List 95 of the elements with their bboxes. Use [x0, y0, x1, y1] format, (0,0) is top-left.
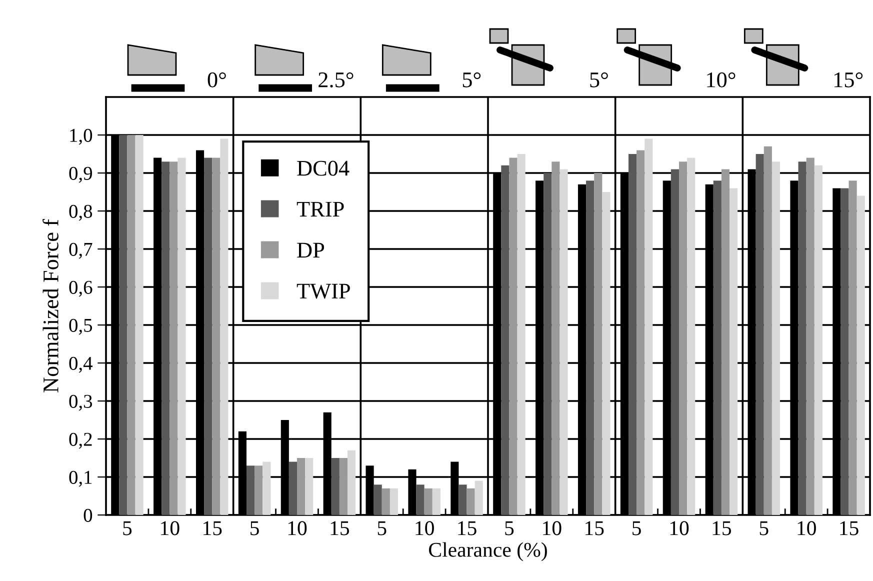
bar — [848, 180, 857, 515]
bar — [544, 173, 552, 515]
y-tick-label: 0,2 — [69, 432, 92, 449]
bar — [713, 180, 722, 515]
bar — [840, 188, 849, 515]
bar — [204, 158, 212, 515]
bar — [162, 162, 170, 515]
bar — [730, 188, 738, 515]
text: 10° — [707, 72, 736, 88]
x-tick-label: 5 — [123, 521, 132, 536]
x-tick-label: 10 — [798, 521, 816, 536]
y-tick-label: 0,1 — [69, 470, 92, 487]
bar — [764, 146, 772, 515]
bar — [560, 169, 568, 515]
bar — [119, 135, 128, 515]
y-tick-label: 0 — [84, 508, 92, 522]
bar — [856, 196, 865, 515]
x-tick-label: 15 — [204, 521, 222, 536]
bar — [416, 484, 424, 515]
bar — [501, 165, 510, 515]
bar — [756, 154, 764, 515]
x-tick-label: 10 — [288, 521, 307, 536]
y-tick-label: 1,0 — [70, 128, 92, 145]
bar — [288, 462, 297, 515]
bar — [474, 480, 483, 515]
x-tick-label: 5 — [632, 521, 641, 536]
bar — [246, 466, 255, 515]
x-tick-label: 15 — [586, 521, 604, 536]
legend-label: TWIP — [296, 284, 350, 299]
x-tick-label: 5 — [250, 521, 259, 536]
bar — [594, 173, 602, 515]
bar — [772, 162, 780, 515]
text: 5° — [462, 72, 481, 88]
bar — [382, 488, 390, 515]
legend-label: DC04 — [297, 160, 350, 176]
y-tick-label: 0,5 — [69, 318, 92, 335]
bar — [374, 484, 382, 515]
bar — [432, 488, 440, 515]
bar — [424, 488, 432, 515]
bar — [806, 158, 814, 515]
bar — [178, 158, 186, 515]
bar — [586, 180, 594, 515]
bar — [670, 169, 679, 515]
bar — [170, 162, 178, 515]
text: 0° — [208, 72, 226, 88]
bar — [636, 150, 645, 515]
legend-label: TRIP — [296, 202, 344, 217]
y-tick-label: 0,7 — [69, 242, 92, 259]
x-tick-label: 5 — [378, 521, 386, 536]
x-tick-label: 10 — [670, 521, 689, 536]
y-tick-label: 0,6 — [69, 280, 92, 297]
y-tick-label: 0,8 — [69, 204, 92, 221]
x-tick-label: 10 — [543, 521, 562, 536]
bar — [679, 162, 688, 515]
bar — [509, 158, 518, 515]
x-tick-label: 5 — [505, 521, 514, 536]
bar — [721, 169, 730, 515]
text: 15° — [834, 72, 863, 88]
bar — [254, 466, 263, 515]
bar — [644, 138, 653, 515]
text: 2.5° — [318, 72, 354, 88]
y-tick-label: 0,3 — [69, 394, 92, 411]
bar — [135, 135, 144, 515]
x-tick-label: 15 — [712, 521, 732, 536]
bar — [628, 154, 637, 515]
legend-label: DP — [297, 242, 324, 258]
bar — [348, 450, 356, 515]
bar — [814, 165, 822, 515]
bar — [517, 154, 526, 515]
bar — [390, 488, 398, 515]
x-tick-label: 15 — [330, 521, 350, 536]
y-tick-label: 0,4 — [69, 356, 92, 373]
text: 5° — [590, 72, 608, 88]
bar — [127, 135, 136, 515]
y-axis-title: Normalized Force f — [42, 219, 58, 392]
bar — [687, 158, 696, 515]
bar — [212, 158, 220, 515]
x-tick-label: 15 — [840, 521, 858, 536]
bar — [297, 458, 306, 515]
bar — [305, 458, 314, 515]
bar — [552, 162, 560, 515]
bar — [220, 138, 228, 515]
y-tick-label: 0,9 — [69, 166, 92, 183]
bar — [262, 462, 271, 515]
bar — [466, 488, 475, 515]
x-tick-label: 5 — [760, 521, 768, 536]
x-tick-label: 10 — [161, 521, 180, 536]
bar — [798, 162, 806, 515]
bar — [602, 192, 610, 515]
x-axis-title: Clearance (%) — [429, 542, 547, 562]
x-tick-label: 10 — [416, 521, 434, 536]
bar — [339, 458, 348, 515]
bar — [331, 458, 340, 515]
x-tick-label: 15 — [458, 521, 476, 536]
bar — [458, 484, 467, 515]
